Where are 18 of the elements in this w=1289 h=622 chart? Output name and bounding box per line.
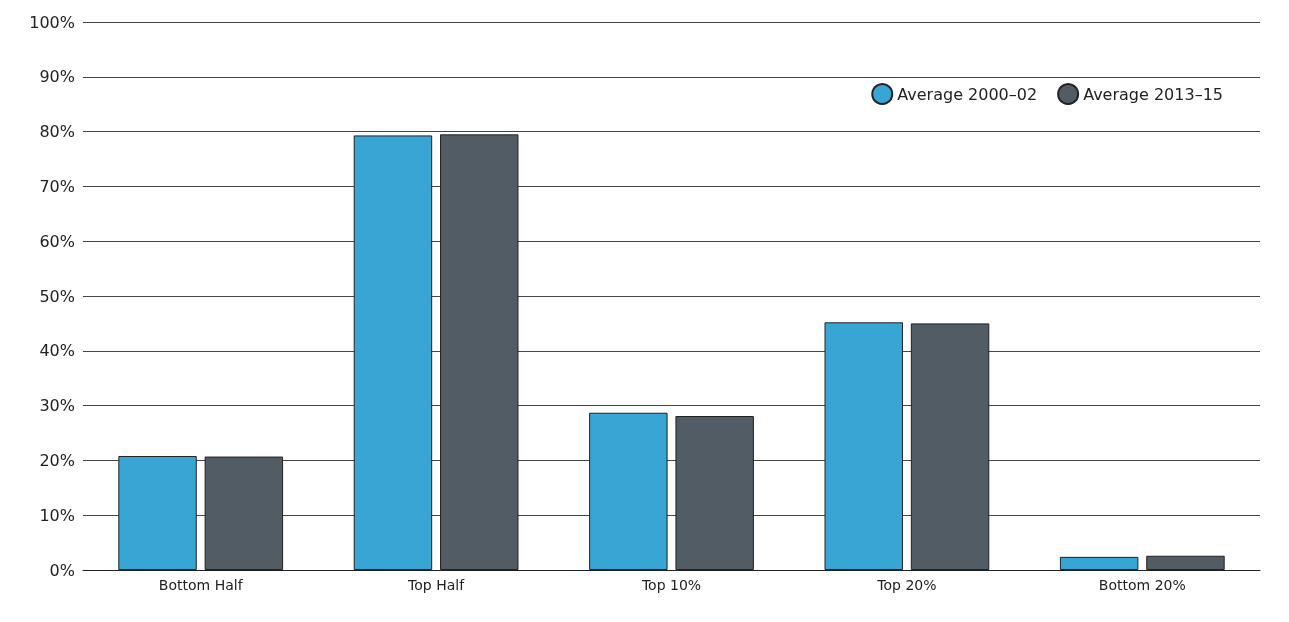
- x-tick-label: Top 20%: [876, 577, 937, 593]
- legend-label: Average 2013–15: [1083, 84, 1224, 104]
- y-tick-label: 30%: [39, 396, 75, 416]
- y-tick-label: 40%: [39, 341, 75, 361]
- x-tick-label: Bottom 20%: [1098, 577, 1186, 593]
- legend-label: Average 2000–02: [897, 84, 1038, 104]
- y-tick-label: 90%: [39, 67, 75, 87]
- y-tick-label: 70%: [39, 176, 75, 196]
- x-tick-label: Top 10%: [640, 577, 702, 593]
- y-tick-label: 10%: [39, 505, 75, 525]
- y-tick-label: 0%: [49, 560, 75, 580]
- y-tick-label: 50%: [39, 286, 75, 306]
- y-tick-label: 20%: [39, 450, 75, 470]
- x-tick-label: Bottom Half: [158, 577, 244, 593]
- y-tick-label: 60%: [39, 231, 75, 251]
- x-tick-label: Top Half: [407, 577, 466, 593]
- y-tick-label: 80%: [39, 122, 75, 142]
- y-tick-label: 100%: [29, 12, 75, 32]
